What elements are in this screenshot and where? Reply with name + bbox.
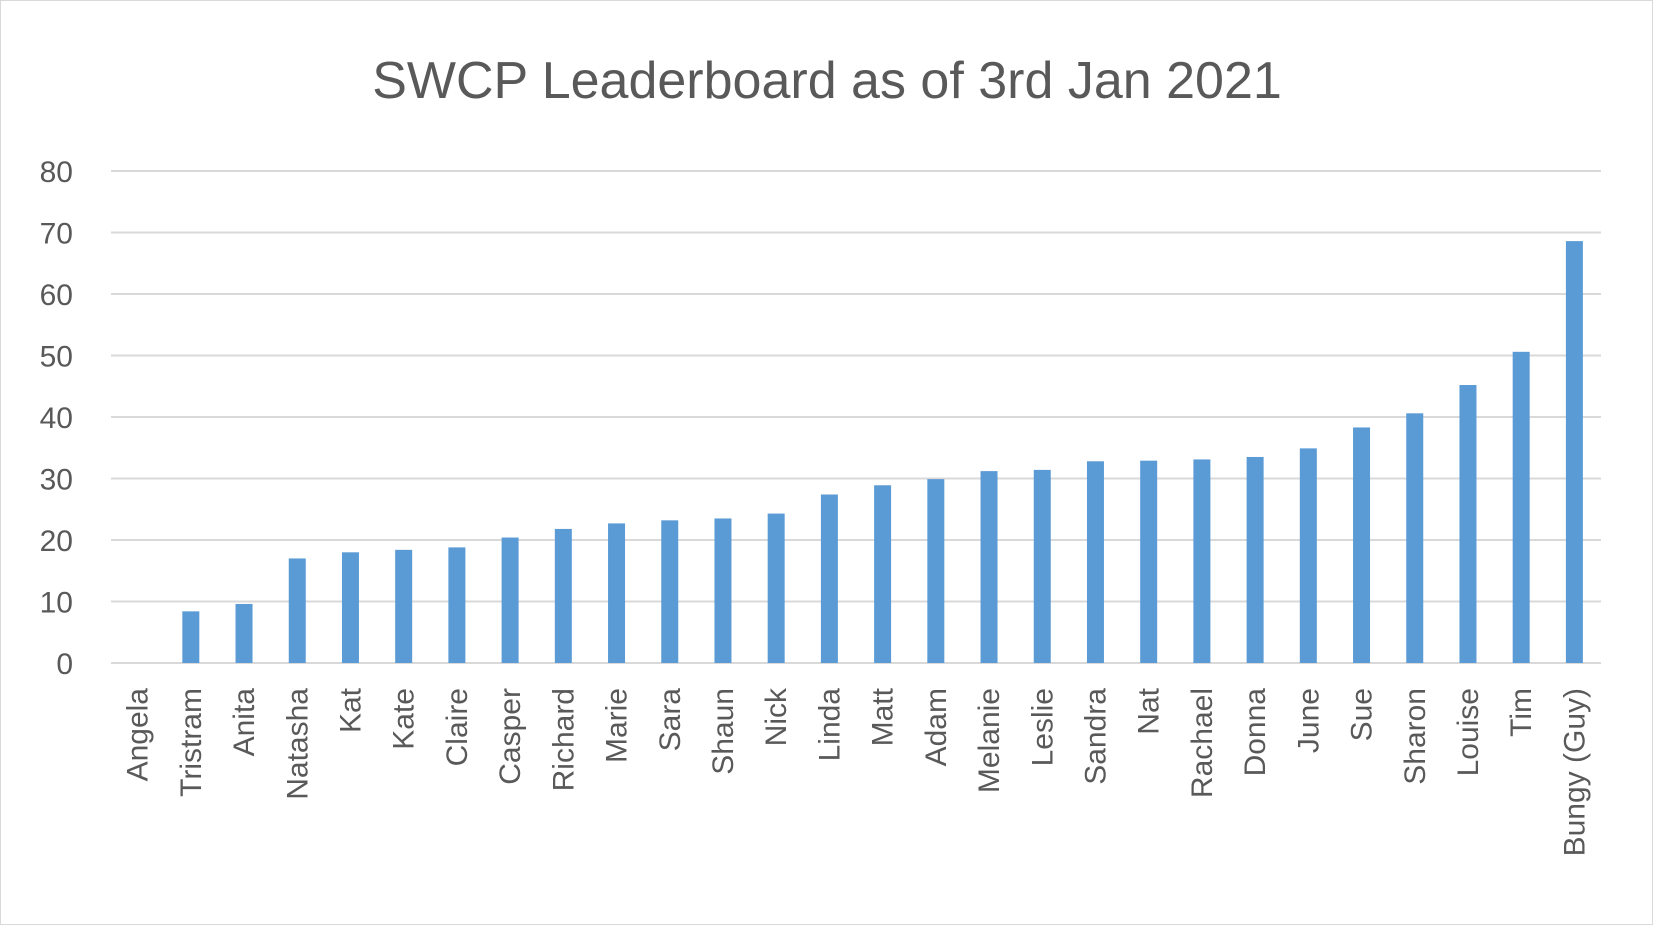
bar xyxy=(182,611,200,663)
x-tick-label: Nick xyxy=(760,687,793,746)
x-tick-label: Sara xyxy=(654,688,687,752)
x-tick-label: Bungy (Guy) xyxy=(1558,688,1591,856)
bar xyxy=(341,552,359,663)
bar xyxy=(1033,469,1051,663)
x-tick-label: Angela xyxy=(122,688,155,782)
bar xyxy=(1299,448,1317,663)
bar xyxy=(874,485,892,663)
x-tick-label: Donna xyxy=(1239,688,1272,777)
bar xyxy=(501,537,519,663)
y-tick-label: 20 xyxy=(40,525,73,558)
bar xyxy=(1565,241,1583,664)
gridlines xyxy=(111,170,1601,664)
bar xyxy=(980,471,998,663)
bar xyxy=(1512,351,1530,663)
x-tick-label: Linda xyxy=(813,688,846,762)
y-tick-label: 50 xyxy=(40,341,73,374)
bar xyxy=(1140,460,1158,663)
x-tick-label: Rachael xyxy=(1186,688,1219,798)
x-tick-label: June xyxy=(1292,688,1325,753)
x-tick-label: Leslie xyxy=(1026,688,1059,766)
x-tick-label: Natasha xyxy=(281,688,314,800)
x-axis-ticks: Angela Tristram Anita Natasha Kat Kate Claire C… xyxy=(122,687,1592,856)
bar xyxy=(448,547,466,663)
x-tick-label: Tristram xyxy=(175,688,208,797)
x-tick-label: Melanie xyxy=(973,688,1006,793)
x-tick-label: Louise xyxy=(1452,688,1485,776)
x-tick-label: Sharon xyxy=(1399,688,1432,785)
bar xyxy=(1353,427,1371,663)
x-tick-label: Casper xyxy=(494,688,527,785)
bar xyxy=(235,603,253,663)
x-tick-label: Claire xyxy=(441,688,474,766)
y-axis-ticks: 0 10 20 30 40 50 60 70 80 xyxy=(40,156,73,681)
y-tick-label: 60 xyxy=(40,279,73,312)
x-tick-label: Marie xyxy=(601,688,634,763)
x-tick-label: Matt xyxy=(867,687,900,746)
y-tick-label: 10 xyxy=(40,587,73,620)
x-tick-label: Nat xyxy=(1133,687,1166,734)
x-tick-label: Adam xyxy=(920,688,953,766)
bar xyxy=(714,518,732,663)
bar xyxy=(767,513,785,663)
x-tick-label: Kat xyxy=(334,687,367,733)
y-tick-label: 80 xyxy=(40,156,73,189)
bar xyxy=(820,494,838,663)
bar xyxy=(608,523,626,663)
bar xyxy=(1086,461,1104,663)
bar xyxy=(1459,385,1477,663)
bar xyxy=(1406,413,1424,663)
bar xyxy=(1246,456,1264,663)
x-tick-label: Richard xyxy=(547,688,580,791)
x-tick-label: Sue xyxy=(1346,688,1379,741)
bar xyxy=(661,520,679,663)
x-tick-label: Anita xyxy=(228,688,261,757)
bar xyxy=(1193,459,1211,663)
bar xyxy=(554,528,572,663)
x-tick-label: Kate xyxy=(388,688,421,750)
bar xyxy=(395,549,413,663)
y-tick-label: 70 xyxy=(40,218,73,251)
x-tick-label: Sandra xyxy=(1079,688,1112,785)
y-tick-label: 0 xyxy=(56,648,73,681)
x-tick-label: Tim xyxy=(1505,688,1538,737)
chart-title: SWCP Leaderboard as of 3rd Jan 2021 xyxy=(372,52,1282,110)
bar xyxy=(288,558,306,663)
x-tick-label: Shaun xyxy=(707,688,740,775)
y-tick-label: 30 xyxy=(40,464,73,497)
bars xyxy=(182,241,1583,664)
y-tick-label: 40 xyxy=(40,402,73,435)
bar xyxy=(927,479,945,663)
